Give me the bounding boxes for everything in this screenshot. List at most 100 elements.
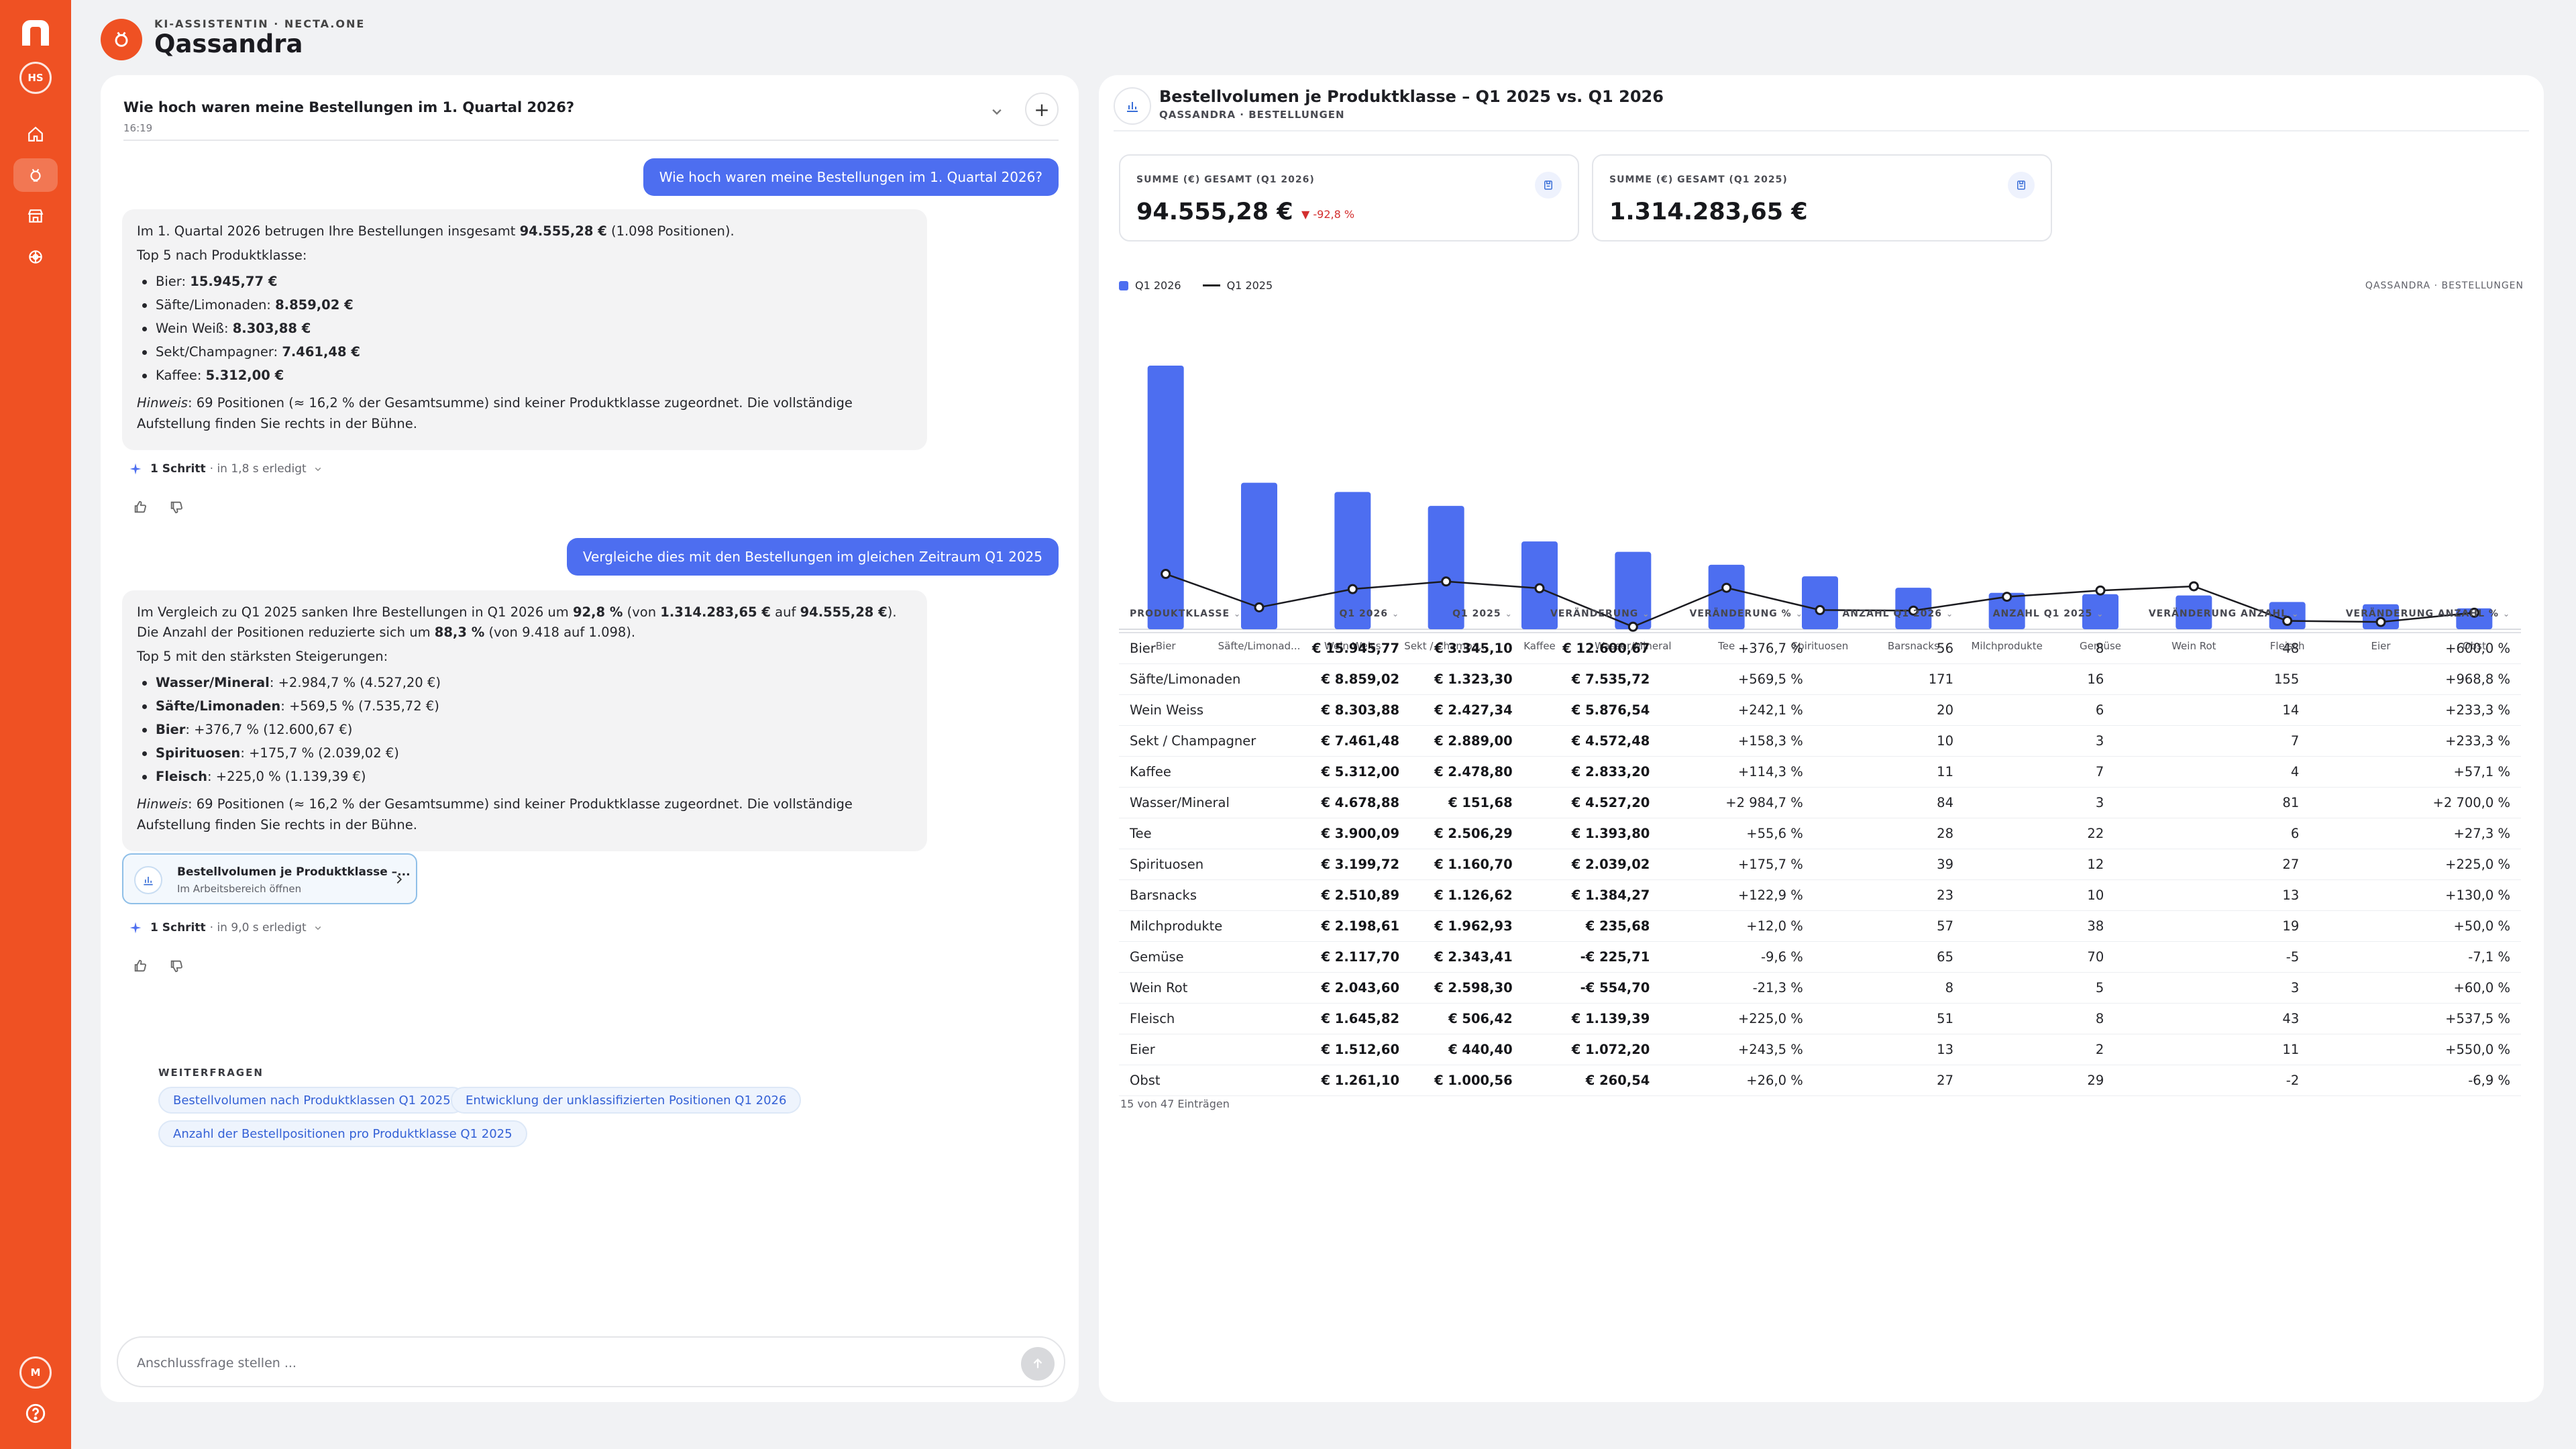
open-artifact-card[interactable]: Bestellvolumen je Produktklasse –... Im … xyxy=(122,853,417,904)
send-button[interactable] xyxy=(1021,1347,1055,1381)
point-q1-2025[interactable] xyxy=(2095,585,2106,596)
chart-icon xyxy=(1114,87,1151,125)
table-row[interactable]: Milchprodukte € 2.198,61 € 1.962,93 € 235,6… xyxy=(1119,910,2521,942)
table-cell: € 8.859,02 xyxy=(1287,663,1411,695)
export-icon[interactable] xyxy=(2008,172,2035,199)
sparkle-icon xyxy=(129,463,142,475)
sort-icon[interactable]: ⌄ xyxy=(2096,608,2104,619)
column-header[interactable]: Q1 2026 ⌄ xyxy=(1287,595,1411,633)
table-cell: € 15.945,77 xyxy=(1287,633,1411,664)
point-q1-2025[interactable] xyxy=(1534,583,1545,594)
step-indicator[interactable]: 1 Schritt · in 9,0 s erledigt xyxy=(129,918,324,938)
table-cell: € 1.261,10 xyxy=(1287,1065,1411,1096)
qassandra-logo xyxy=(101,19,142,60)
assistant-message: Im Vergleich zu Q1 2025 sanken Ihre Best… xyxy=(122,590,927,851)
table-cell: 2 xyxy=(1964,1034,2115,1065)
thumbs-up-icon[interactable] xyxy=(129,496,152,518)
table-cell: € 3.199,72 xyxy=(1287,849,1411,880)
table-cell: 70 xyxy=(1964,941,2115,973)
table-cell: +114,3 % xyxy=(1660,756,1814,788)
table-row[interactable]: Wein Weiss € 8.303,88 € 2.427,34 € 5.876,54… xyxy=(1119,694,2521,726)
step-indicator[interactable]: 1 Schritt · in 1,8 s erledigt xyxy=(129,459,324,479)
bar-q1-2026[interactable] xyxy=(1147,365,1184,629)
table-row[interactable]: Bier € 15.945,77 € 3.345,10 € 12.600,67 +376… xyxy=(1119,633,2521,664)
chevron-down-icon xyxy=(315,926,321,930)
table-row[interactable]: Tee € 3.900,09 € 2.506,29 € 1.393,80 +55,6 %… xyxy=(1119,818,2521,849)
table-cell: € 2.833,20 xyxy=(1523,756,1661,788)
table-cell: +376,7 % xyxy=(1660,633,1814,664)
account-avatar[interactable]: M xyxy=(19,1356,52,1389)
legend-label[interactable]: Q1 2026 xyxy=(1135,279,1181,292)
legend-label[interactable]: Q1 2025 xyxy=(1226,279,1273,292)
sort-icon[interactable]: ⌄ xyxy=(1945,608,1953,619)
chevron-down-icon xyxy=(315,467,321,472)
column-header[interactable]: VERÄNDERUNG ANZAHL % ⌄ xyxy=(2310,595,2521,633)
table-row[interactable]: Wein Rot € 2.043,60 € 2.598,30 -€ 554,70 -21… xyxy=(1119,972,2521,1004)
point-q1-2025[interactable] xyxy=(1161,569,1171,580)
sort-icon[interactable]: ⌄ xyxy=(1391,608,1400,619)
conversation-title[interactable]: Wie hoch waren meine Bestellungen im 1. … xyxy=(123,99,575,115)
sort-icon[interactable]: ⌄ xyxy=(2292,608,2300,619)
column-header[interactable]: Q1 2025 ⌄ xyxy=(1410,595,1523,633)
new-conversation-button[interactable]: + xyxy=(1025,93,1059,126)
thumbs-up-icon[interactable] xyxy=(129,955,152,977)
table-cell: 38 xyxy=(1964,910,2115,942)
sort-icon[interactable]: ⌄ xyxy=(1795,608,1803,619)
point-q1-2025[interactable] xyxy=(2188,581,2199,592)
column-header[interactable]: VERÄNDERUNG ANZAHL ⌄ xyxy=(2114,595,2310,633)
followup-chip[interactable]: Entwicklung der unklassifizierten Positi… xyxy=(451,1087,802,1114)
kpi-label: SUMME (€) GESAMT (Q1 2026) xyxy=(1136,174,1315,185)
table-cell: Obst xyxy=(1119,1065,1287,1096)
sort-icon[interactable]: ⌄ xyxy=(2502,608,2510,619)
table-row[interactable]: Sekt / Champagner € 7.461,48 € 2.889,00 € 4… xyxy=(1119,725,2521,757)
table-cell: € 1.393,80 xyxy=(1523,818,1661,849)
chat-panel: Wie hoch waren meine Bestellungen im 1. … xyxy=(101,75,1079,1402)
table-cell: 13 xyxy=(2114,879,2310,911)
nav-store[interactable] xyxy=(13,199,58,233)
export-icon[interactable] xyxy=(1535,172,1562,199)
table-cell: 7 xyxy=(1964,756,2115,788)
sort-icon[interactable]: ⌄ xyxy=(1234,608,1242,619)
help-icon[interactable] xyxy=(24,1402,47,1425)
bar-q1-2026[interactable] xyxy=(1334,492,1371,629)
necta-logo[interactable] xyxy=(19,19,52,47)
table-cell: 56 xyxy=(1813,633,1964,664)
table-row[interactable]: Obst € 1.261,10 € 1.000,56 € 260,54 +26,0 % 2… xyxy=(1119,1065,2521,1096)
table-cell: 8 xyxy=(1964,633,2115,664)
bar-q1-2026[interactable] xyxy=(1241,482,1277,629)
table-cell: +57,1 % xyxy=(2310,756,2521,788)
column-header[interactable]: VERÄNDERUNG % ⌄ xyxy=(1660,595,1814,633)
column-header[interactable]: VERÄNDERUNG ⌄ xyxy=(1523,595,1661,633)
table-cell: +130,0 % xyxy=(2310,879,2521,911)
point-q1-2025[interactable] xyxy=(1347,584,1358,594)
nav-assistant[interactable] xyxy=(13,158,58,192)
column-header[interactable]: ANZAHL Q1 2025 ⌄ xyxy=(1964,595,2115,633)
table-cell: € 1.512,60 xyxy=(1287,1034,1411,1065)
table-cell: +55,6 % xyxy=(1660,818,1814,849)
nav-globe[interactable] xyxy=(13,240,58,274)
table-row[interactable]: Eier € 1.512,60 € 440,40 € 1.072,20 +243,5 %… xyxy=(1119,1034,2521,1065)
table-row[interactable]: Wasser/Mineral € 4.678,88 € 151,68 € 4.527,… xyxy=(1119,787,2521,818)
column-header[interactable]: ANZAHL Q1 2026 ⌄ xyxy=(1813,595,1964,633)
followup-input[interactable] xyxy=(137,1350,975,1377)
followup-chip[interactable]: Anzahl der Bestellpositionen pro Produkt… xyxy=(158,1120,527,1147)
table-row[interactable]: Kaffee € 5.312,00 € 2.478,80 € 2.833,20 +114… xyxy=(1119,756,2521,788)
point-q1-2025[interactable] xyxy=(1441,576,1452,587)
table-row[interactable]: Säfte/Limonaden € 8.859,02 € 1.323,30 € 7.5… xyxy=(1119,663,2521,695)
nav-home[interactable] xyxy=(13,117,58,151)
point-q1-2025[interactable] xyxy=(1721,582,1732,593)
sort-icon[interactable]: ⌄ xyxy=(1505,608,1513,619)
thumbs-down-icon[interactable] xyxy=(165,955,188,977)
followup-chip[interactable]: Bestellvolumen nach Produktklassen Q1 20… xyxy=(158,1087,466,1114)
user-avatar[interactable]: HS xyxy=(19,62,52,94)
table-row[interactable]: Gemüse € 2.117,70 € 2.343,41 -€ 225,71 -9,6 … xyxy=(1119,941,2521,973)
table-row[interactable]: Fleisch € 1.645,82 € 506,42 € 1.139,39 +225,… xyxy=(1119,1003,2521,1034)
chart-source: QASSANDRA · BESTELLUNGEN xyxy=(2365,280,2524,291)
table-row[interactable]: Spirituosen € 3.199,72 € 1.160,70 € 2.039,0… xyxy=(1119,849,2521,880)
table-cell: € 1.384,27 xyxy=(1523,879,1661,911)
thumbs-down-icon[interactable] xyxy=(165,496,188,518)
table-row[interactable]: Barsnacks € 2.510,89 € 1.126,62 € 1.384,27 +… xyxy=(1119,879,2521,911)
sort-icon[interactable]: ⌄ xyxy=(1642,608,1650,619)
chevron-down-icon[interactable] xyxy=(987,102,1006,121)
column-header[interactable]: PRODUKTKLASSE ⌄ xyxy=(1119,595,1287,633)
